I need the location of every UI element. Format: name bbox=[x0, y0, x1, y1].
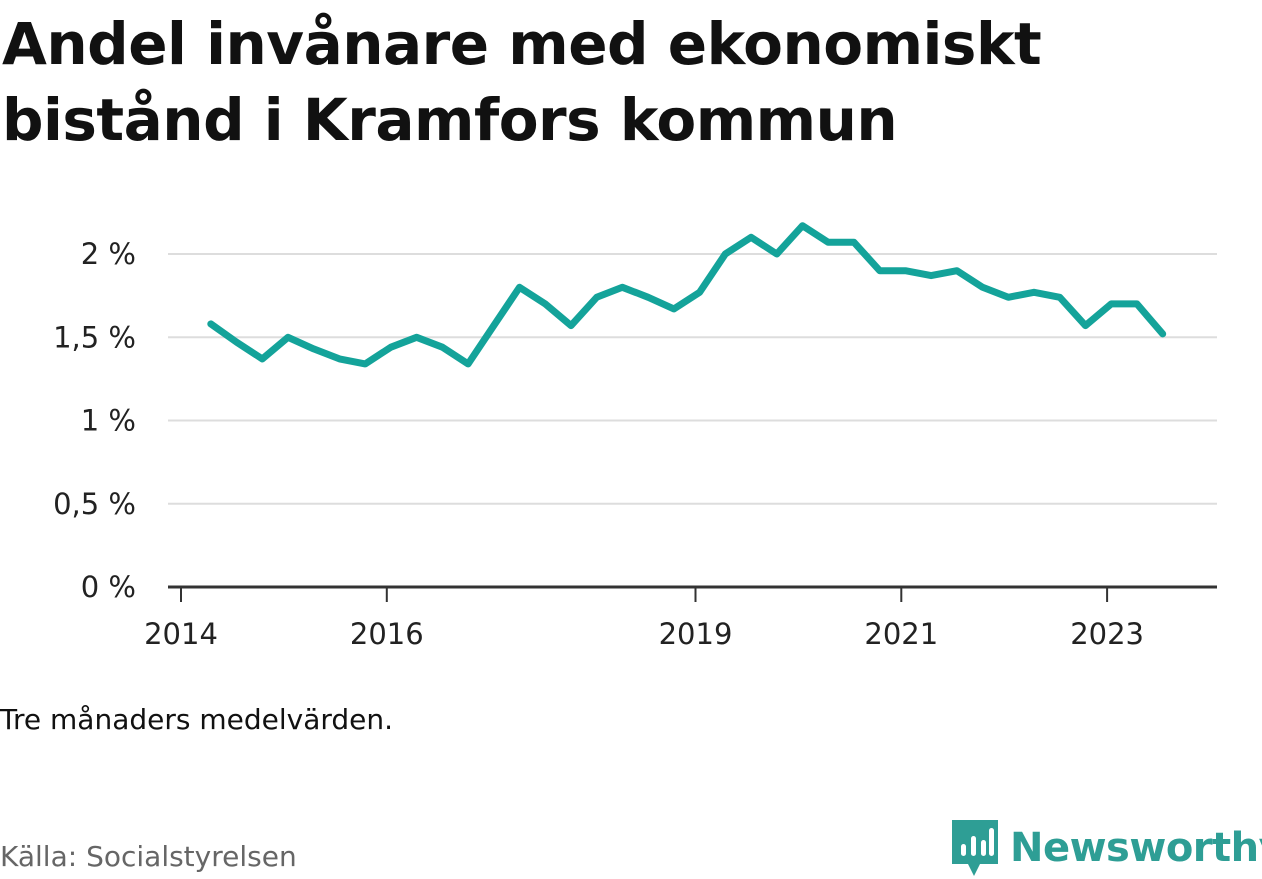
chart-note: Tre månaders medelvärden. bbox=[0, 703, 394, 736]
x-tick-label: 2016 bbox=[350, 617, 424, 651]
data-point bbox=[979, 284, 986, 291]
grid-lines bbox=[168, 253, 1217, 505]
y-tick-label: 2 % bbox=[81, 237, 136, 271]
data-point bbox=[773, 251, 780, 257]
data-point bbox=[362, 360, 369, 367]
data-point bbox=[413, 334, 420, 341]
data-point bbox=[902, 267, 909, 274]
y-tick-label: 1,5 % bbox=[53, 320, 136, 354]
brand-name: Newsworthy bbox=[1010, 825, 1262, 871]
series-line bbox=[207, 222, 1167, 368]
data-point bbox=[1056, 294, 1063, 301]
data-point bbox=[593, 294, 600, 301]
x-tick-label: 2019 bbox=[659, 617, 733, 651]
data-point bbox=[310, 345, 317, 352]
data-point bbox=[876, 267, 883, 274]
data-point bbox=[825, 239, 832, 246]
data-point bbox=[1159, 330, 1166, 337]
data-point bbox=[1108, 300, 1115, 307]
data-point bbox=[567, 322, 574, 329]
line-chart: 0 % 0,5 % 1 % 1,5 % 2 % 2014 2016 2019 2021 2023 bbox=[53, 222, 1217, 651]
data-point bbox=[1005, 294, 1012, 301]
data-point bbox=[490, 322, 497, 329]
data-point bbox=[850, 239, 857, 246]
chart-title: Andel invånare med ekonomiskt bistånd i … bbox=[2, 10, 1042, 154]
data-point bbox=[619, 284, 626, 291]
data-point bbox=[670, 305, 677, 312]
brand-logo: Newsworthy bbox=[950, 818, 1262, 878]
x-tick-label: 2023 bbox=[1070, 617, 1144, 651]
data-point bbox=[1133, 300, 1140, 307]
data-point bbox=[233, 339, 240, 346]
y-tick-label: 0,5 % bbox=[53, 487, 136, 521]
x-tick-label: 2021 bbox=[864, 617, 938, 651]
data-point bbox=[722, 251, 729, 257]
data-point bbox=[953, 267, 960, 274]
source-credit: Källa: Socialstyrelsen bbox=[0, 840, 297, 873]
data-point bbox=[696, 289, 703, 296]
data-point bbox=[285, 334, 292, 341]
data-point bbox=[1031, 289, 1038, 296]
newsworthy-logo-icon bbox=[952, 820, 998, 876]
series-group bbox=[207, 222, 1167, 368]
x-axis: 2014 2016 2019 2021 2023 bbox=[144, 585, 1217, 651]
data-point bbox=[439, 344, 446, 351]
y-axis-ticks: 0 % 0,5 % 1 % 1,5 % 2 % bbox=[53, 237, 136, 604]
x-tick-label: 2014 bbox=[144, 617, 218, 651]
data-point bbox=[207, 320, 214, 327]
data-point bbox=[387, 344, 394, 351]
y-tick-label: 1 % bbox=[81, 404, 136, 438]
data-point bbox=[748, 234, 755, 241]
data-point bbox=[1082, 322, 1089, 329]
data-point bbox=[928, 272, 935, 279]
data-point bbox=[336, 355, 343, 362]
data-point bbox=[259, 355, 266, 362]
data-point bbox=[645, 294, 652, 301]
y-tick-label: 0 % bbox=[81, 570, 136, 604]
data-point bbox=[799, 222, 806, 229]
data-point bbox=[516, 284, 523, 291]
data-point bbox=[542, 300, 549, 307]
data-point bbox=[465, 360, 472, 367]
